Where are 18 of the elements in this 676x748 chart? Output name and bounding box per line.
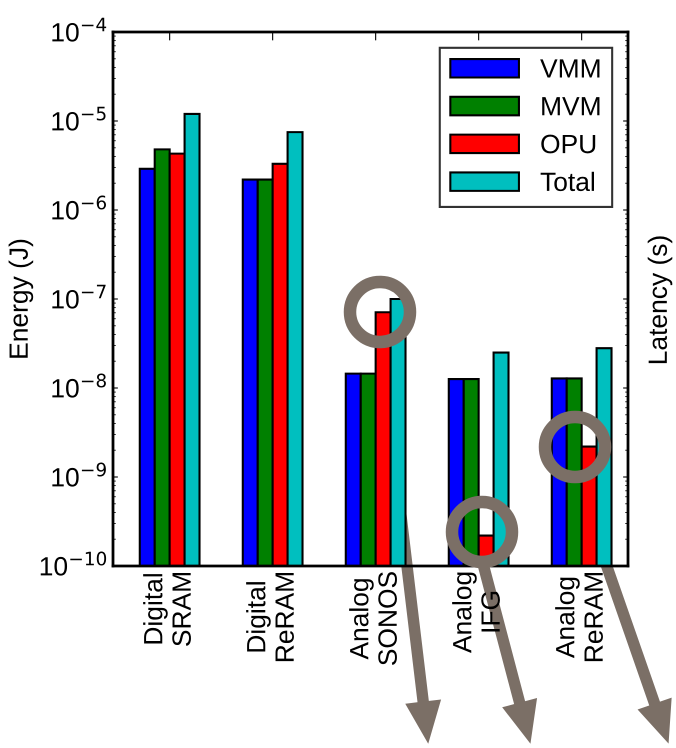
y-tick-label: 10$^{−10}$ <box>40 552 106 576</box>
y-tick-label: 10$^{−6}$ <box>52 196 106 220</box>
x-tick-label: Analog SONOS <box>349 572 397 665</box>
legend-label: MVM <box>542 97 600 116</box>
x-tick-label: Analog IFG <box>452 572 500 653</box>
x-tick-label: Analog ReRAM <box>555 573 603 662</box>
legend-label: OPU <box>541 134 596 154</box>
y-tick-label: 10$^{−8}$ <box>52 374 106 398</box>
x-tick-label: Digital SRAM <box>143 573 191 646</box>
y-tick-label: 10$^{−9}$ <box>52 462 106 487</box>
y-tick-label: 10$^{−5}$ <box>52 106 106 131</box>
y-axis-title: Energy (J) <box>8 240 34 358</box>
x-tick-label: Digital ReRAM <box>246 573 294 662</box>
y-tick-label: 10$^{−4}$ <box>52 18 106 42</box>
legend-label: Total <box>540 172 594 192</box>
text: Latency (s) <box>648 236 672 364</box>
y-tick-label: 10$^{−7}$ <box>52 284 106 309</box>
legend-label: VMM <box>540 59 600 78</box>
